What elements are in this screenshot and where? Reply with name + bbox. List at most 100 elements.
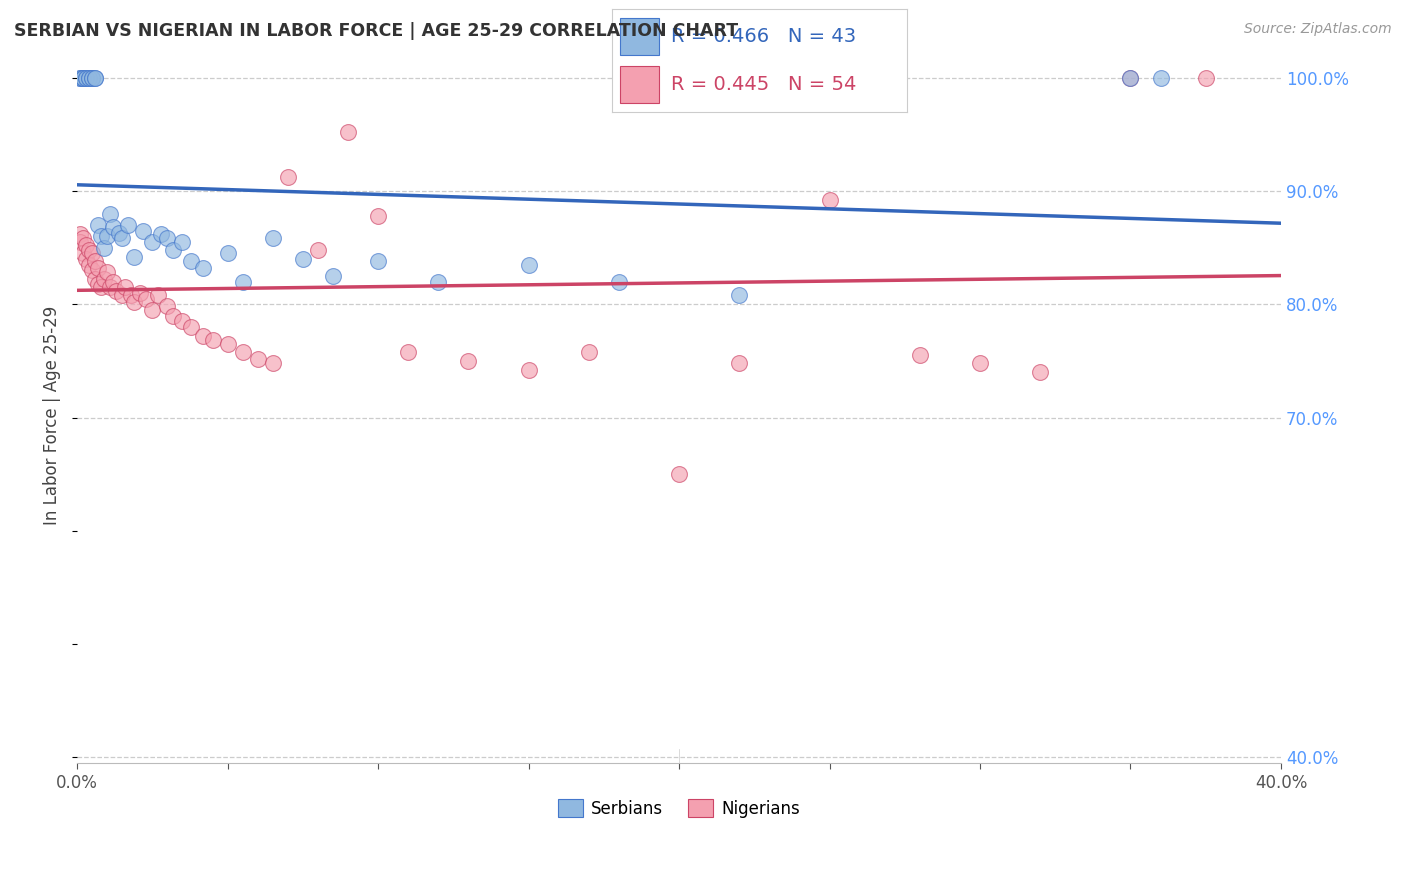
Point	[93, 241, 115, 255]
Point	[969, 356, 991, 370]
Point	[517, 258, 540, 272]
Point	[172, 314, 194, 328]
Point	[180, 319, 202, 334]
Point	[90, 280, 112, 294]
Point	[96, 265, 118, 279]
Point	[141, 235, 163, 249]
Point	[72, 246, 94, 260]
Point	[132, 223, 155, 237]
Bar	[620, 66, 659, 103]
Point	[728, 356, 751, 370]
Point	[72, 70, 94, 85]
Point	[69, 227, 91, 241]
Point	[172, 235, 194, 249]
Point	[103, 275, 125, 289]
Point	[77, 70, 100, 85]
Point	[114, 280, 136, 294]
Point	[156, 300, 179, 314]
Bar	[620, 18, 659, 55]
Point	[396, 344, 419, 359]
Point	[69, 70, 91, 85]
Text: R = 0.445   N = 54: R = 0.445 N = 54	[671, 75, 856, 95]
Point	[150, 227, 173, 241]
Point	[93, 272, 115, 286]
Point	[84, 272, 107, 286]
Point	[75, 70, 97, 85]
Text: R = 0.466   N = 43: R = 0.466 N = 43	[671, 27, 856, 46]
Point	[105, 284, 128, 298]
Point	[82, 246, 104, 260]
Point	[77, 70, 100, 85]
Point	[277, 170, 299, 185]
Point	[69, 70, 91, 85]
Point	[82, 70, 104, 85]
Point	[1195, 70, 1218, 85]
Point	[367, 209, 389, 223]
Point	[90, 229, 112, 244]
Point	[75, 252, 97, 266]
Point	[98, 280, 121, 294]
Point	[156, 231, 179, 245]
Point	[1119, 70, 1142, 85]
Point	[232, 275, 254, 289]
Point	[578, 344, 600, 359]
Point	[217, 246, 239, 260]
Point	[1029, 365, 1052, 379]
Point	[668, 467, 690, 482]
Point	[72, 231, 94, 245]
Point	[367, 254, 389, 268]
Text: Source: ZipAtlas.com: Source: ZipAtlas.com	[1244, 22, 1392, 37]
Point	[120, 288, 142, 302]
Point	[87, 277, 110, 291]
Point	[84, 70, 107, 85]
Point	[517, 363, 540, 377]
Point	[427, 275, 450, 289]
Y-axis label: In Labor Force | Age 25-29: In Labor Force | Age 25-29	[44, 306, 60, 525]
Point	[246, 351, 269, 366]
Point	[111, 288, 134, 302]
Point	[77, 243, 100, 257]
Point	[135, 292, 157, 306]
Text: SERBIAN VS NIGERIAN IN LABOR FORCE | AGE 25-29 CORRELATION CHART: SERBIAN VS NIGERIAN IN LABOR FORCE | AGE…	[14, 22, 738, 40]
Point	[457, 354, 479, 368]
Point	[232, 344, 254, 359]
Point	[818, 193, 841, 207]
Point	[291, 252, 314, 266]
Point	[162, 309, 184, 323]
Point	[117, 218, 139, 232]
Point	[75, 238, 97, 252]
Point	[148, 288, 170, 302]
Point	[84, 254, 107, 268]
Point	[72, 70, 94, 85]
Point	[607, 275, 630, 289]
Point	[262, 231, 284, 245]
Legend: Serbians, Nigerians: Serbians, Nigerians	[551, 793, 807, 824]
Point	[87, 260, 110, 275]
Point	[201, 334, 224, 348]
Point	[336, 125, 359, 139]
Point	[69, 235, 91, 249]
Point	[180, 254, 202, 268]
Point	[162, 243, 184, 257]
Point	[77, 258, 100, 272]
Point	[72, 70, 94, 85]
Point	[193, 260, 215, 275]
Point	[87, 218, 110, 232]
Point	[193, 329, 215, 343]
Point	[124, 295, 146, 310]
Point	[262, 356, 284, 370]
Point	[1119, 70, 1142, 85]
Point	[129, 285, 152, 300]
Point	[96, 229, 118, 244]
Point	[1149, 70, 1171, 85]
Point	[82, 70, 104, 85]
Point	[217, 337, 239, 351]
Point	[307, 243, 329, 257]
Point	[728, 288, 751, 302]
Point	[108, 226, 131, 240]
Point	[124, 250, 146, 264]
Point	[84, 70, 107, 85]
Point	[75, 70, 97, 85]
Point	[103, 220, 125, 235]
Point	[82, 263, 104, 277]
